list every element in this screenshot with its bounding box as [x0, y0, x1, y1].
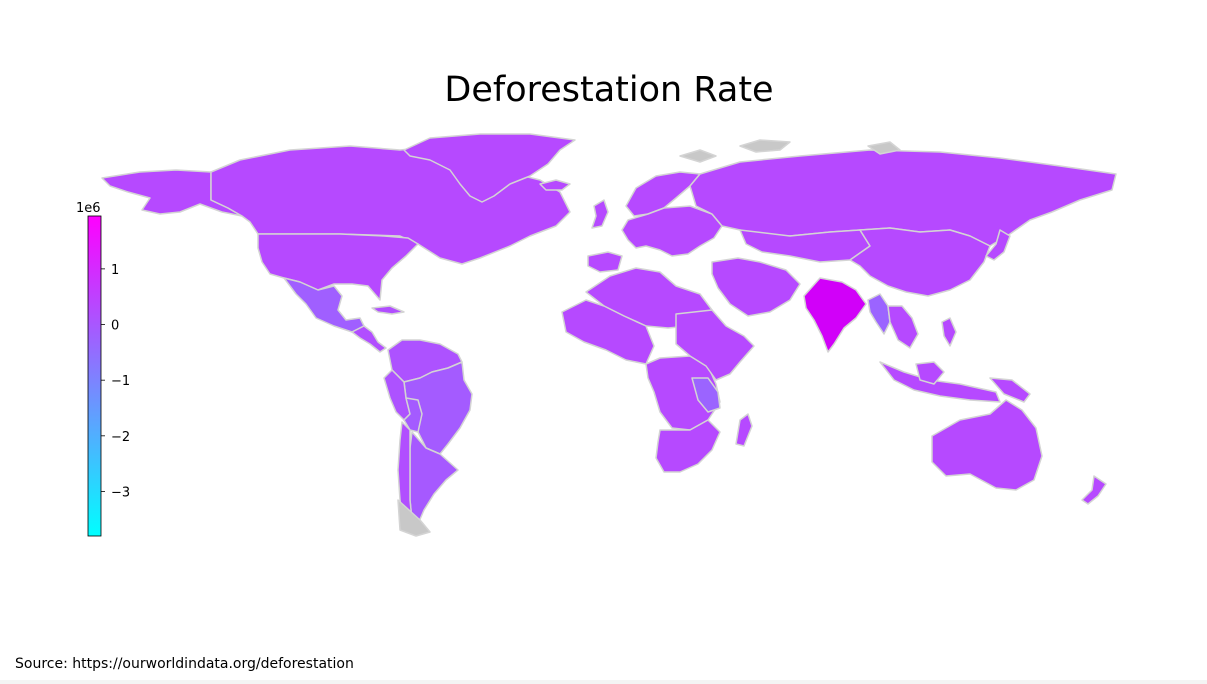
country-united-kingdom	[591, 199, 609, 229]
country-australia	[931, 399, 1043, 491]
country-iceland	[539, 179, 571, 191]
country-greenland	[403, 133, 576, 203]
country-europe	[621, 205, 723, 257]
country-india	[803, 277, 867, 353]
colorbar-tick-label-1: 0	[111, 319, 119, 334]
colorbar-tick-label-0: 1	[111, 263, 119, 278]
colorbar-tick-label-4: −3	[111, 485, 130, 500]
country-myanmar	[867, 293, 891, 335]
country-china	[849, 227, 991, 297]
country-southeast-asia	[887, 305, 919, 349]
country-new-zealand	[1081, 475, 1107, 505]
colorbar-exponent: 1e6	[76, 201, 101, 216]
colorbar-tick-label-2: −1	[111, 374, 130, 389]
country-madagascar	[735, 413, 753, 447]
country-west-africa	[561, 299, 655, 365]
nodata-arctic-islands	[739, 139, 791, 153]
colorbar-tick-label-3: −2	[111, 430, 130, 445]
country-alaska	[101, 169, 243, 217]
country-tanzania	[691, 377, 721, 413]
colorbar: 1e6 1 0 −1 −2 −3	[76, 201, 130, 537]
country-papua-new-guinea	[989, 377, 1031, 403]
country-horn-of-africa	[675, 309, 755, 381]
nodata-svalbard	[679, 149, 717, 163]
source-note: Source: https://ourworldindata.org/defor…	[15, 656, 354, 672]
country-philippines	[941, 317, 957, 347]
country-japan	[985, 229, 1011, 261]
country-central-america	[351, 325, 387, 353]
colorbar-ticks: 1 0 −1 −2 −3	[101, 263, 130, 500]
map-title: Deforestation Rate	[444, 70, 774, 110]
country-middle-east	[711, 257, 801, 317]
country-southern-africa	[655, 419, 721, 473]
nodata-siberia-islands	[867, 141, 901, 155]
country-layer	[101, 133, 1117, 537]
country-united-states	[257, 233, 419, 301]
nodata-patagonia	[397, 499, 431, 537]
country-mexico	[283, 277, 365, 333]
country-iberia	[587, 251, 623, 273]
country-bolivia	[403, 397, 423, 433]
bottom-edge	[0, 680, 1207, 684]
colorbar-gradient	[87, 215, 102, 537]
country-central-asia	[739, 229, 871, 263]
country-borneo	[915, 361, 945, 385]
country-cuba	[371, 305, 405, 315]
